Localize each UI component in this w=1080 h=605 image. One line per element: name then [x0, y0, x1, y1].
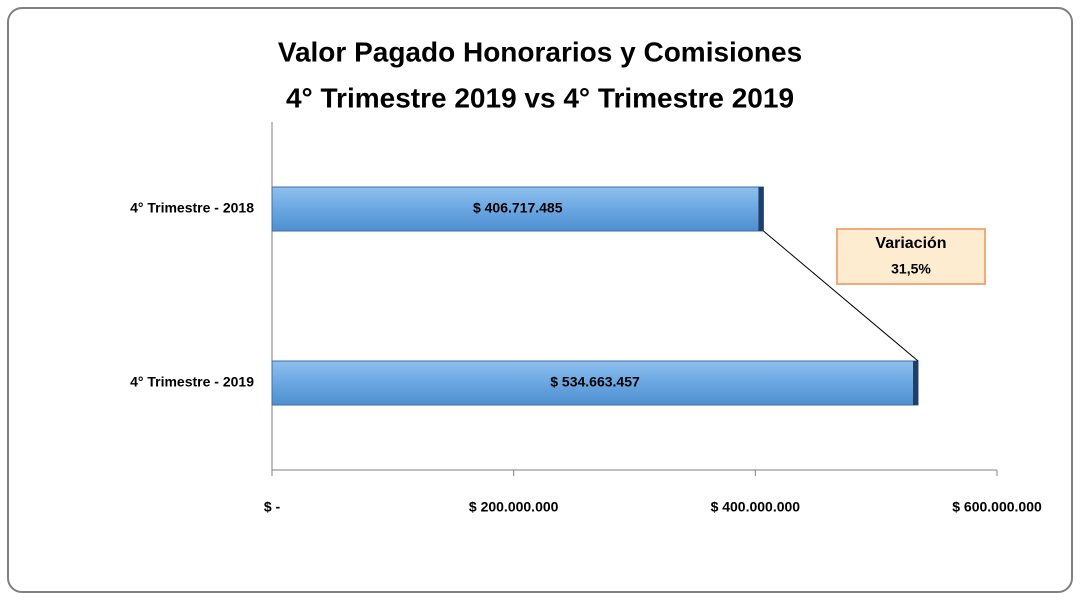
connector — [763, 230, 919, 362]
x-tick-label: $ 200.000.000 — [469, 499, 559, 515]
annotation-text: 31,5% — [891, 261, 931, 277]
bar-edge — [913, 361, 919, 405]
y-tick-label: 4° Trimestre - 2018 — [130, 200, 254, 216]
chart-title: Valor Pagado Honorarios y Comisiones — [278, 36, 802, 67]
x-tick-label: $ 400.000.000 — [711, 499, 801, 515]
bar — [271, 360, 919, 406]
x-tick-label: $ - — [264, 499, 281, 515]
annotation-box — [836, 228, 986, 285]
chart-frame — [7, 7, 1073, 593]
bar-edge — [758, 187, 764, 231]
value-label: $ 534.663.457 — [550, 374, 640, 390]
chart-title: 4° Trimestre 2019 vs 4° Trimestre 2019 — [286, 82, 794, 113]
y-tick-label: 4° Trimestre - 2019 — [130, 374, 254, 390]
value-label: $ 406.717.485 — [473, 200, 563, 216]
annotation-title: Variación — [875, 235, 946, 252]
x-tick-label: $ 600.000.000 — [952, 499, 1042, 515]
